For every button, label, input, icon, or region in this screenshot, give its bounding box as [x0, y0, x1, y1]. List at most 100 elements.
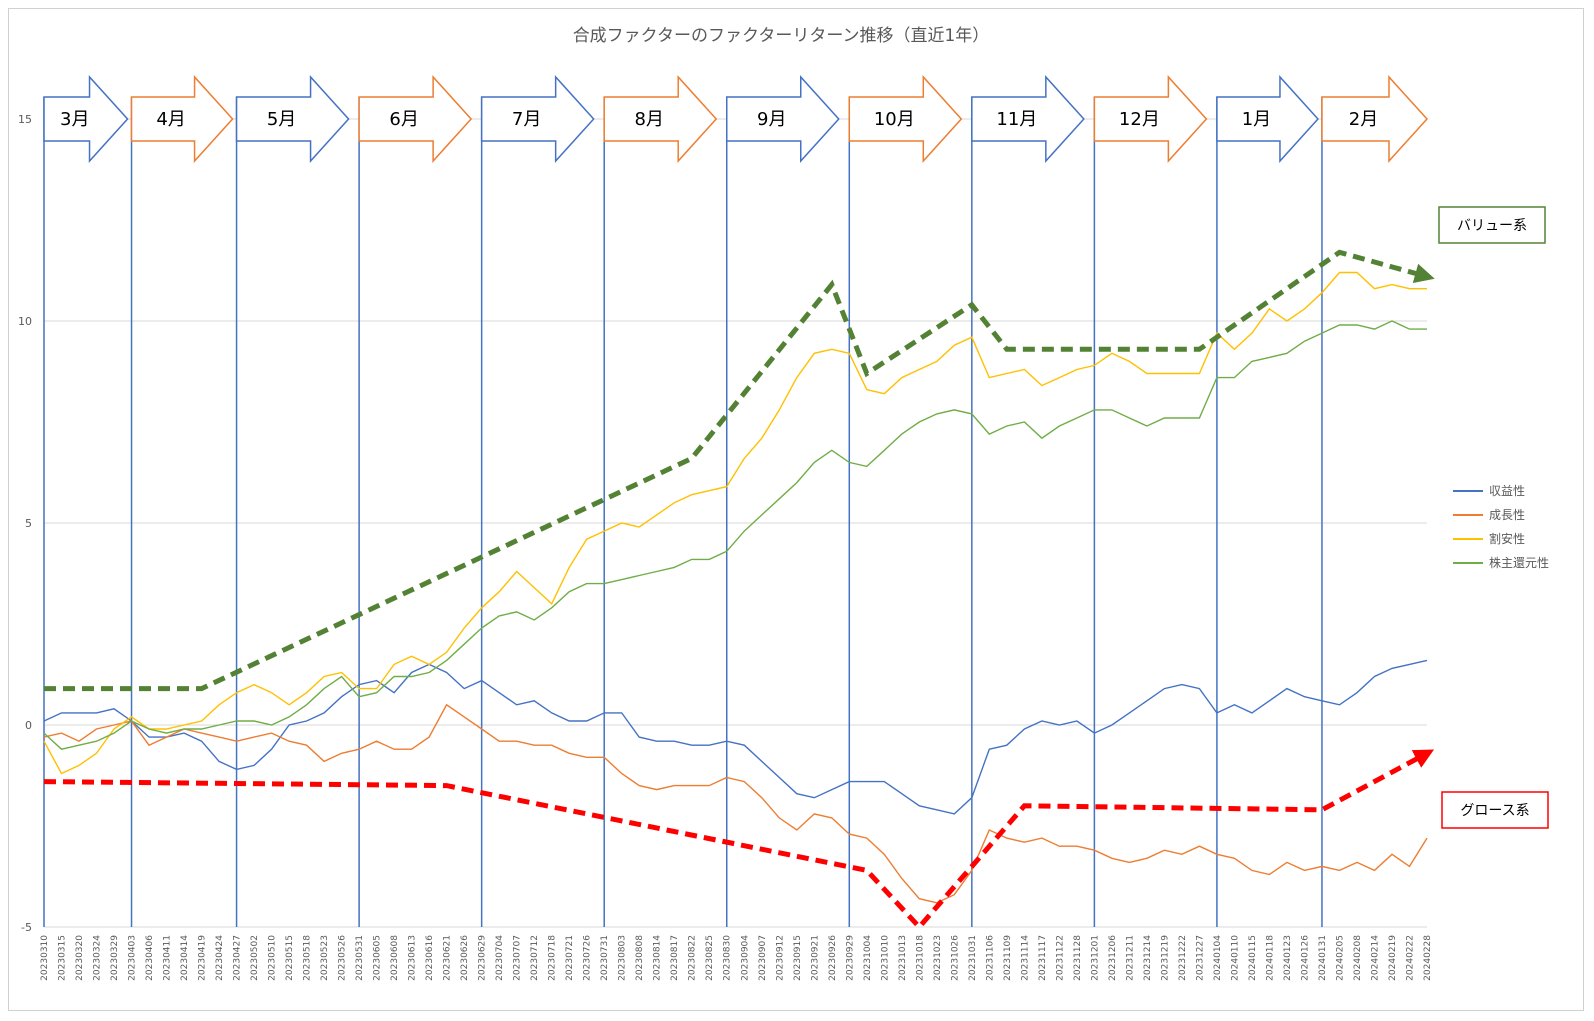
x-tick-label: 20230626: [460, 935, 470, 981]
month-label: 3月: [60, 109, 89, 130]
y-tick-label: 5: [25, 517, 32, 530]
x-tick-label: 20230613: [408, 935, 418, 981]
x-tick-label: 20230718: [548, 935, 558, 981]
annotation-boxes: バリュー系 グロース系: [1438, 206, 1549, 829]
month-arrow: [480, 75, 595, 163]
value-label: バリュー系: [1457, 218, 1527, 234]
x-tick-label: 20231010: [880, 935, 890, 981]
x-tick-label: 20240222: [1405, 935, 1415, 981]
x-tick-label: 20230427: [233, 935, 243, 981]
x-tick-label: 20230518: [303, 935, 313, 981]
month-arrow: [130, 75, 234, 163]
y-tick-label: -5: [21, 921, 32, 934]
growth-trend-arrow: [43, 749, 1435, 931]
x-tick-label: 20240123: [1283, 935, 1293, 981]
month-label: 6月: [389, 109, 418, 130]
x-tick-label: 20240104: [1213, 935, 1223, 981]
x-tick-label: 20230707: [513, 935, 523, 981]
x-tick-label: 20231222: [1178, 935, 1188, 981]
x-tick-label: 20230329: [110, 935, 120, 981]
x-tick-label: 20231109: [1003, 935, 1013, 981]
x-tick-label: 20230403: [128, 935, 138, 981]
month-arrow: [848, 75, 963, 163]
month-arrow: [603, 75, 718, 163]
x-tick-label: 20230310: [40, 935, 50, 981]
x-tick-label: 20230830: [723, 935, 733, 981]
x-tick-label: 20240219: [1388, 935, 1398, 981]
x-tick-label: 20230825: [705, 935, 715, 981]
value-trend-arrow: [44, 249, 1435, 692]
x-tick-label: 20230523: [320, 935, 330, 981]
x-tick-label: 20230424: [215, 935, 225, 981]
y-tick-label: 15: [18, 113, 32, 126]
x-tick-label: 20231128: [1073, 935, 1083, 981]
month-arrow: [235, 75, 350, 163]
x-axis-ticks: 20230310 20230315 20230320 20230324 20230329…: [40, 935, 1433, 981]
x-tick-label: 20231004: [863, 935, 873, 981]
x-tick-label: 20230515: [285, 935, 295, 981]
month-label: 2月: [1349, 109, 1378, 130]
x-tick-label: 20230526: [338, 935, 348, 981]
growth-label: グロース系: [1460, 803, 1529, 819]
month-label: 7月: [512, 109, 541, 130]
x-tick-label: 20230822: [688, 935, 698, 981]
x-tick-label: 20240208: [1353, 935, 1363, 981]
trend-arrows: [43, 249, 1435, 931]
x-tick-label: 20231201: [1090, 935, 1100, 981]
month-arrow: [1321, 75, 1429, 163]
grid: [44, 118, 1427, 928]
month-arrow: [725, 75, 840, 163]
x-tick-label: 20230324: [93, 935, 103, 981]
month-label: 10月: [874, 109, 915, 130]
x-tick-label: 20230621: [443, 935, 453, 981]
x-tick-label: 20230912: [775, 935, 785, 981]
legend-entry: 収益性: [1489, 484, 1525, 498]
x-tick-label: 20240110: [1230, 935, 1240, 981]
series-line: [43, 320, 1427, 750]
month-label: 5月: [267, 109, 296, 130]
x-tick-label: 20230907: [758, 935, 768, 981]
x-tick-label: 20240131: [1318, 935, 1328, 981]
month-arrow: [43, 75, 129, 163]
month-label: 9月: [757, 109, 786, 130]
y-tick-label: 0: [25, 719, 32, 732]
x-tick-label: 20230721: [565, 935, 575, 981]
x-tick-label: 20231122: [1055, 935, 1065, 981]
x-tick-label: 20231211: [1125, 935, 1135, 981]
growth-label-box: [1441, 791, 1549, 829]
x-tick-label: 20230712: [530, 935, 540, 981]
x-tick-label: 20231114: [1020, 935, 1030, 981]
x-tick-label: 20230315: [58, 935, 68, 981]
factor-return-chart: 合成ファクターのファクターリターン推移（直近1年） -5 0 5 10 15 20230…: [18, 26, 1549, 981]
series-line: [43, 659, 1428, 815]
x-tick-label: 20231023: [933, 935, 943, 981]
x-tick-label: 20230414: [180, 935, 190, 981]
month-arrow: [971, 75, 1085, 163]
x-tick-label: 20231227: [1195, 935, 1205, 981]
x-tick-label: 20231026: [950, 935, 960, 981]
x-tick-label: 20231219: [1160, 935, 1170, 981]
month-arrow: [358, 75, 473, 163]
x-tick-label: 20230419: [198, 935, 208, 981]
x-tick-label: 20231018: [915, 935, 925, 981]
x-tick-label: 20231214: [1143, 935, 1153, 981]
x-tick-label: 20230915: [793, 935, 803, 981]
x-tick-label: 20231206: [1108, 935, 1118, 981]
x-tick-label: 20230608: [390, 935, 400, 981]
series-line: [43, 703, 1428, 904]
month-label: 11月: [996, 109, 1037, 130]
x-tick-label: 20230406: [145, 935, 155, 981]
chart-frame: 合成ファクターのファクターリターン推移（直近1年） -5 0 5 10 15 20230…: [8, 8, 1584, 1011]
legend-entry: 割安性: [1489, 531, 1525, 546]
x-tick-label: 20240205: [1335, 935, 1345, 981]
x-tick-label: 20230817: [670, 935, 680, 981]
series-lines: [43, 271, 1428, 904]
month-divider-lines: [43, 97, 1323, 927]
month-label: 12月: [1119, 109, 1160, 130]
x-tick-label: 20230629: [478, 935, 488, 981]
x-tick-label: 20240126: [1300, 935, 1310, 981]
month-label: 1月: [1242, 109, 1271, 130]
chart-title: 合成ファクターのファクターリターン推移（直近1年）: [573, 26, 990, 46]
x-tick-label: 20230616: [425, 935, 435, 981]
